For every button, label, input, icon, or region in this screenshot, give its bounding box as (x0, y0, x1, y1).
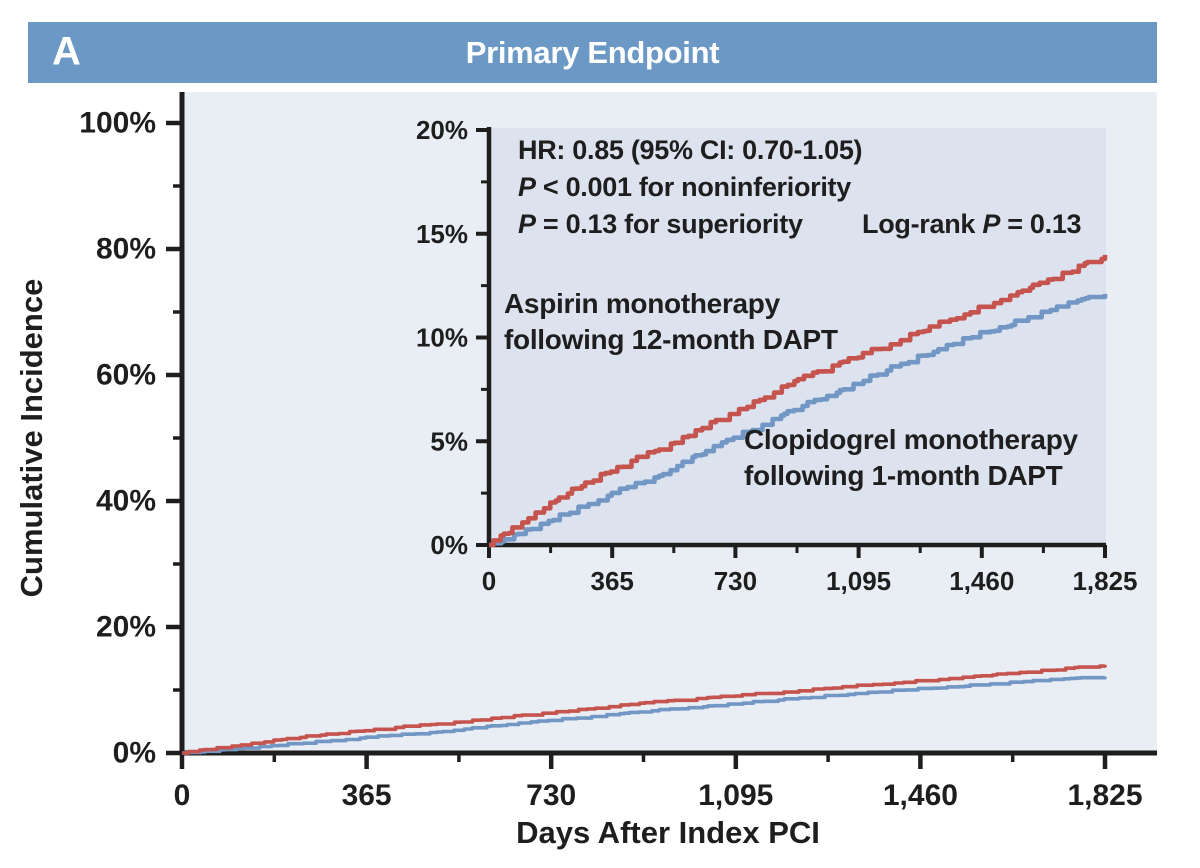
panel-header: A Primary Endpoint (28, 22, 1157, 83)
panel-letter: A (52, 28, 81, 73)
inset-x-tick-label: 1,825 (1072, 566, 1137, 596)
stat-noninferiority-line: P < 0.001 for noninferiority (518, 172, 851, 202)
main-y-tick-label: 60% (96, 359, 156, 392)
main-x-tick-label: 1,095 (698, 779, 773, 812)
inset-y-tick-label: 15% (416, 219, 468, 249)
stat-hr-line: HR: 0.85 (95% CI: 0.70-1.05) (518, 135, 863, 165)
clopidogrel-curve-label: Clopidogrel monotherapy following 1-mont… (744, 422, 1078, 494)
main-x-tick-label: 730 (526, 779, 576, 812)
inset-x-tick-label: 0 (482, 566, 496, 596)
main-y-tick-label: 0% (113, 737, 156, 770)
inset-x-tick-label: 365 (591, 566, 634, 596)
inset-x-tick-label: 730 (714, 566, 757, 596)
inset-x-tick-label: 1,095 (826, 566, 891, 596)
main-y-tick-label: 100% (79, 107, 156, 140)
x-axis-title: Days After Index PCI (516, 815, 820, 850)
main-x-tick-label: 0 (174, 779, 191, 812)
aspirin-curve-label-line1: Aspirin monotherapy (504, 288, 780, 319)
main-clopidogrel-curve (182, 675, 1107, 755)
inset-y-tick-label: 5% (430, 426, 468, 456)
inset-aspirin-curve (489, 254, 1108, 548)
inset-y-tick-label: 10% (416, 323, 468, 353)
panel-title: Primary Endpoint (465, 34, 720, 70)
main-y-tick-label: 20% (96, 611, 156, 644)
inset-y-tick-label: 20% (416, 115, 468, 145)
clopidogrel-curve-label-line1: Clopidogrel monotherapy (744, 424, 1078, 455)
aspirin-curve-label: Aspirin monotherapy following 12-month D… (504, 286, 838, 358)
main-y-tick-label: 40% (96, 485, 156, 518)
main-y-tick-label: 80% (96, 233, 156, 266)
y-axis-title: Cumulative Incidence (14, 279, 49, 598)
main-x-tick-label: 1,460 (883, 779, 958, 812)
inset-plot-background (489, 128, 1106, 545)
main-x-tick-label: 365 (342, 779, 392, 812)
main-aspirin-curve (182, 664, 1107, 755)
logrank-label: Log-rank P = 0.13 (862, 209, 1082, 239)
inset-stats-block: HR: 0.85 (95% CI: 0.70-1.05) P < 0.001 f… (518, 132, 863, 243)
main-x-tick-label: 1,825 (1067, 779, 1142, 812)
stat-superiority-line: P = 0.13 for superiority (518, 209, 803, 239)
aspirin-curve-label-line2: following 12-month DAPT (504, 324, 838, 355)
clopidogrel-curve-label-line2: following 1-month DAPT (744, 460, 1063, 491)
inset-x-tick-label: 1,460 (949, 566, 1014, 596)
inset-y-tick-label: 0% (430, 530, 468, 560)
inset-clopidogrel-curve (489, 292, 1108, 548)
